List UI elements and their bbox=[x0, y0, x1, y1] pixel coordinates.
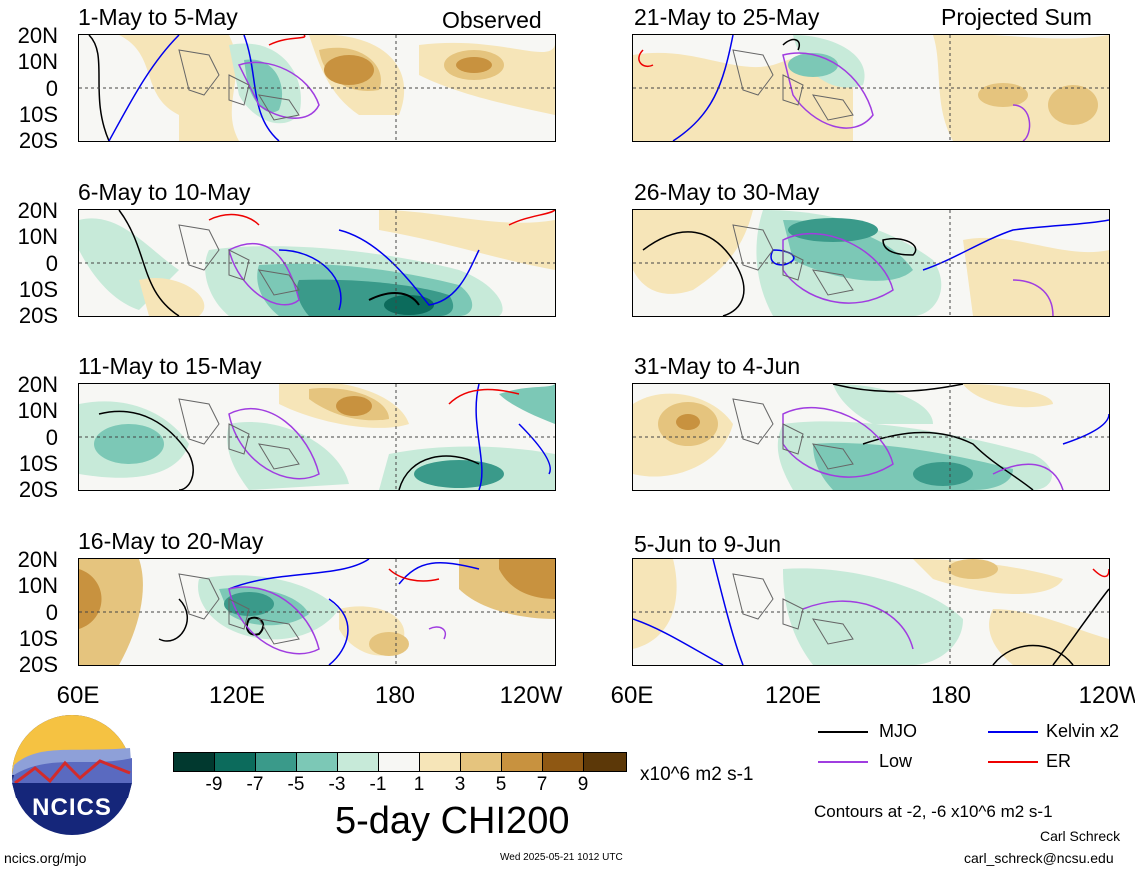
map-panel-7 bbox=[632, 383, 1110, 491]
panel-tag: Observed bbox=[442, 7, 542, 33]
panel-title: 26-May to 30-May bbox=[634, 179, 820, 205]
logo-text: NCICS bbox=[32, 794, 112, 821]
email: carl_schreck@ncsu.edu bbox=[964, 850, 1114, 866]
legend-er-label: ER bbox=[1046, 751, 1072, 771]
legend-er-line bbox=[988, 761, 1038, 763]
ncics-logo: NCICS bbox=[10, 713, 134, 837]
legend-mjo-label: MJO bbox=[879, 721, 917, 741]
author: Carl Schreck bbox=[1040, 828, 1121, 844]
site-link[interactable]: ncics.org/mjo bbox=[4, 850, 87, 866]
map-panel-8 bbox=[632, 558, 1110, 666]
panel-title: 31-May to 4-Jun bbox=[634, 353, 801, 379]
panel-title: 6-May to 10-May bbox=[78, 179, 251, 205]
map-panel-5 bbox=[632, 34, 1110, 142]
panel-title: 21-May to 25-May bbox=[634, 4, 820, 30]
panel-title: 11-May to 15-May bbox=[78, 353, 262, 379]
legend-low-line bbox=[818, 761, 868, 763]
panel-tag: Projected Sum bbox=[941, 4, 1092, 30]
panel-title: 5-Jun to 9-Jun bbox=[634, 531, 782, 557]
map-panel-6 bbox=[632, 209, 1110, 317]
legend-low-label: Low bbox=[879, 751, 913, 771]
colorbar-units: x10^6 m2 s-1 bbox=[640, 764, 754, 785]
main-title: 5-day CHI200 bbox=[335, 800, 570, 842]
map-panel-3 bbox=[78, 383, 556, 491]
timestamp: Wed 2025-05-21 1012 UTC bbox=[500, 852, 623, 863]
legend-mjo-line bbox=[818, 731, 868, 733]
map-panel-1 bbox=[78, 34, 556, 142]
map-panel-2 bbox=[78, 209, 556, 317]
map-panel-4 bbox=[78, 558, 556, 666]
legend-kelvin-line bbox=[988, 731, 1038, 733]
panel-title: 16-May to 20-May bbox=[78, 528, 264, 554]
contours-note: Contours at -2, -6 x10^6 m2 s-1 bbox=[814, 802, 1053, 821]
legend-kelvin-label: Kelvin x2 bbox=[1046, 721, 1120, 741]
colorbar bbox=[173, 752, 627, 772]
panel-title: 1-May to 5-May bbox=[78, 4, 238, 30]
